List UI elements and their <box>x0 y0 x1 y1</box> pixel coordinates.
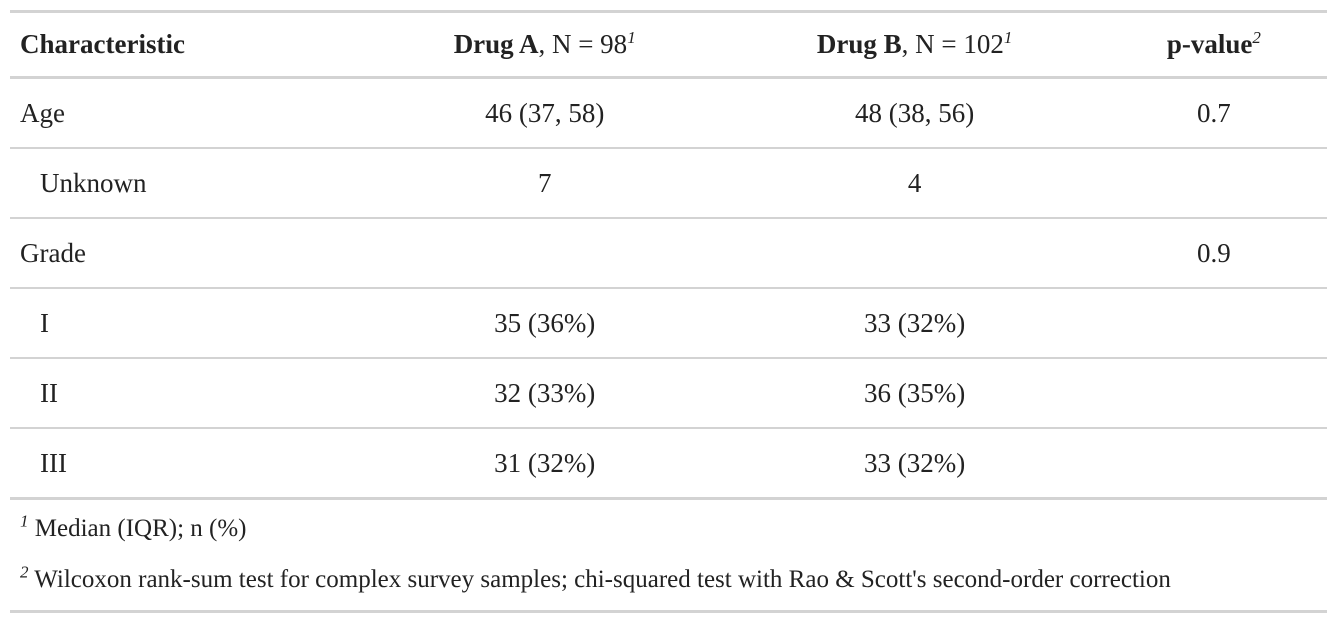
footnote-marker: 2 <box>20 562 29 582</box>
cell-drug-b: 48 (38, 56) <box>728 77 1101 149</box>
table-row-grade-iii: III 31 (32%) 33 (32%) <box>10 428 1327 500</box>
summary-table: Characteristic Drug A, N = 981 Drug B, N… <box>10 10 1327 613</box>
cell-drug-a: 31 (32%) <box>360 428 729 500</box>
table-row-grade: Grade 0.9 <box>10 218 1327 289</box>
footnote-2: 2 Wilcoxon rank-sum test for complex sur… <box>10 551 1327 613</box>
footnote-text: Wilcoxon rank-sum test for complex surve… <box>28 566 1171 593</box>
header-drug-a: Drug A, N = 981 <box>360 11 729 79</box>
cell-pvalue: 0.9 <box>1100 218 1327 289</box>
cell-pvalue <box>1100 148 1327 219</box>
row-label: Grade <box>10 218 361 289</box>
table-row-grade-i: I 35 (36%) 33 (32%) <box>10 288 1327 359</box>
footnote-marker: 1 <box>20 511 29 531</box>
footnote-row: 1 Median (IQR); n (%) <box>10 499 1327 552</box>
row-label: III <box>10 428 361 500</box>
cell-drug-b: 33 (32%) <box>728 428 1101 500</box>
footnote-1: 1 Median (IQR); n (%) <box>10 499 1327 552</box>
cell-drug-a: 7 <box>360 148 729 219</box>
row-label: I <box>10 288 361 359</box>
cell-pvalue <box>1100 358 1327 429</box>
table-header-row: Characteristic Drug A, N = 981 Drug B, N… <box>10 11 1327 79</box>
row-label: Age <box>10 77 361 149</box>
cell-drug-b: 36 (35%) <box>728 358 1101 429</box>
cell-drug-a: 32 (33%) <box>360 358 729 429</box>
header-drug-b: Drug B, N = 1021 <box>728 11 1101 79</box>
cell-pvalue <box>1100 428 1327 500</box>
table-row-grade-ii: II 32 (33%) 36 (35%) <box>10 358 1327 429</box>
cell-drug-b: 33 (32%) <box>728 288 1101 359</box>
row-label: Unknown <box>10 148 361 219</box>
header-characteristic: Characteristic <box>10 11 361 79</box>
table-row-age-unknown: Unknown 7 4 <box>10 148 1327 219</box>
footnote-marker: 2 <box>1252 28 1261 47</box>
cell-drug-b: 4 <box>728 148 1101 219</box>
cell-pvalue <box>1100 288 1327 359</box>
header-pvalue: p-value2 <box>1100 11 1327 79</box>
footnote-marker: 1 <box>627 28 636 47</box>
footnote-row: 2 Wilcoxon rank-sum test for complex sur… <box>10 551 1327 613</box>
row-label: II <box>10 358 361 429</box>
cell-drug-a <box>360 218 729 289</box>
cell-pvalue: 0.7 <box>1100 77 1327 149</box>
cell-drug-b <box>728 218 1101 289</box>
cell-drug-a: 35 (36%) <box>360 288 729 359</box>
footnote-text: Median (IQR); n (%) <box>28 515 247 542</box>
cell-drug-a: 46 (37, 58) <box>360 77 729 149</box>
summary-table-container: Characteristic Drug A, N = 981 Drug B, N… <box>10 10 1327 613</box>
table-row-age: Age 46 (37, 58) 48 (38, 56) 0.7 <box>10 77 1327 149</box>
footnote-marker: 1 <box>1003 28 1013 47</box>
